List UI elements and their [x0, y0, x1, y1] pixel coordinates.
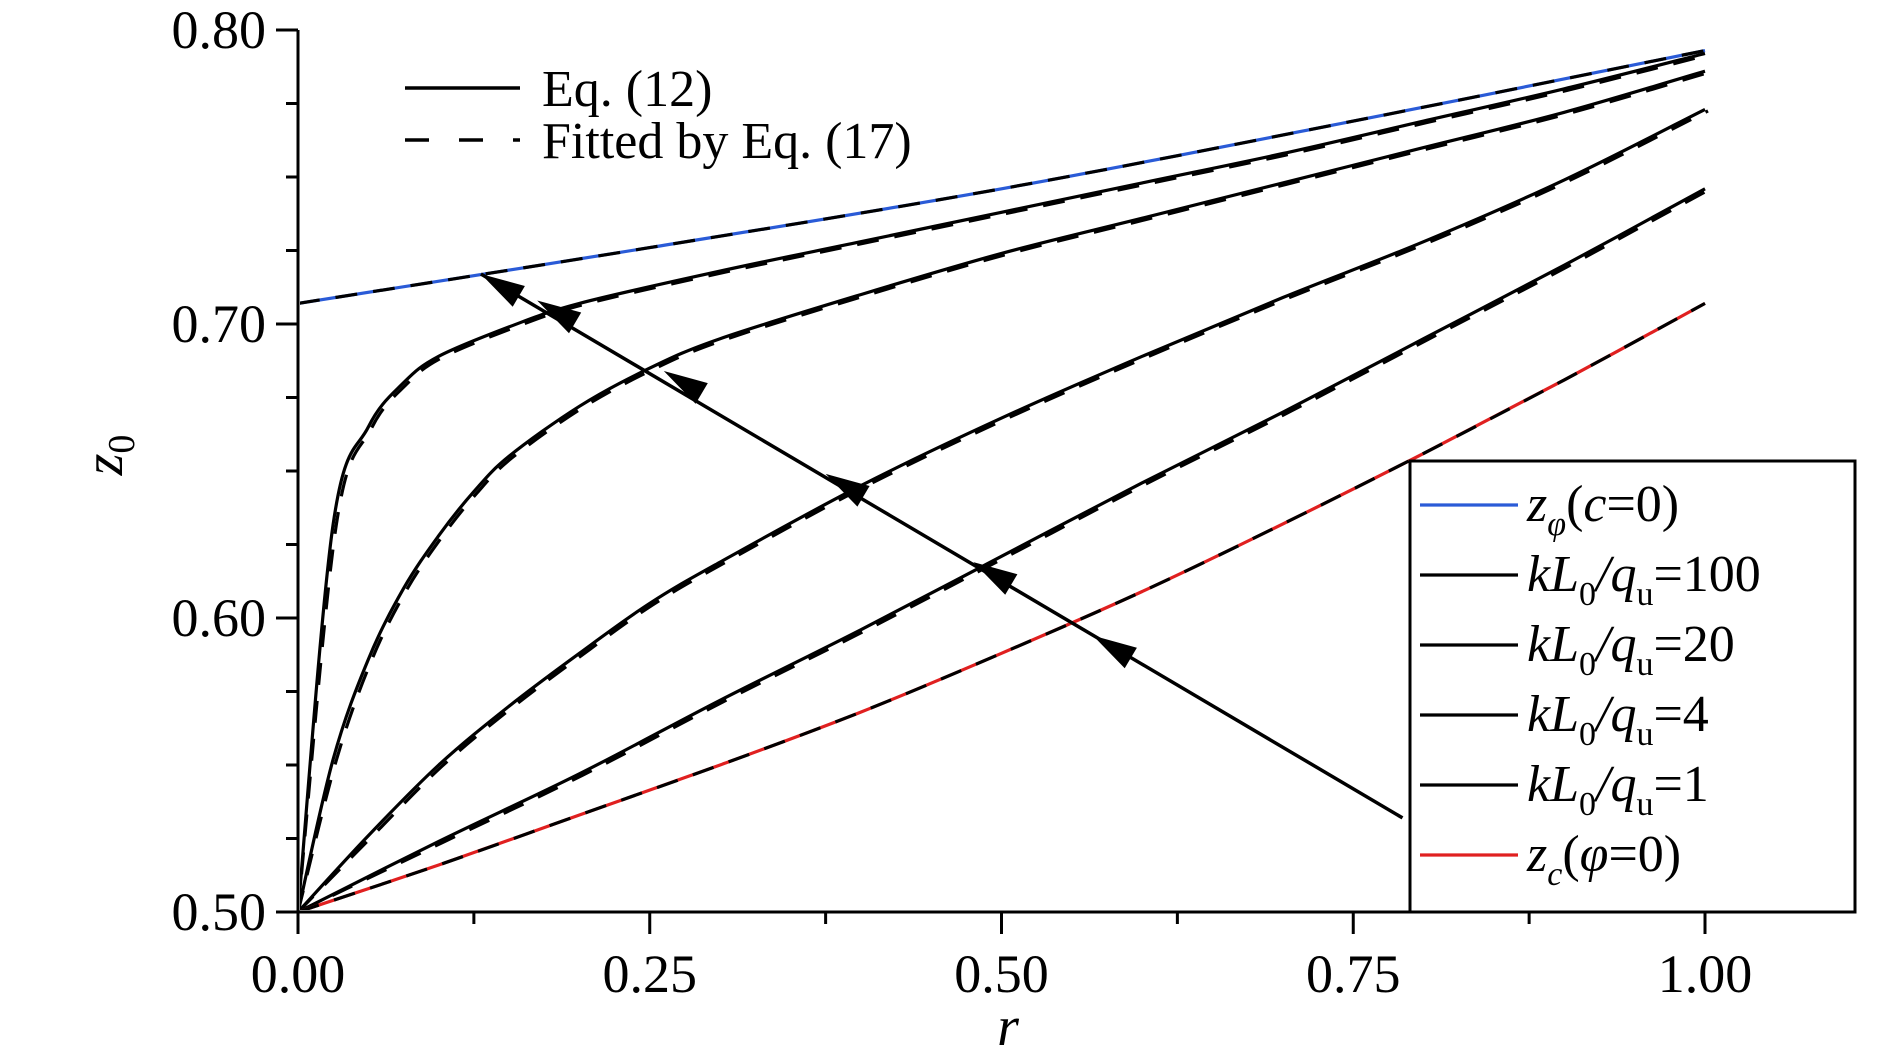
arrow-head	[663, 371, 708, 404]
series-legend-label: kL0/qu=1	[1527, 756, 1709, 823]
y-axis-title: z0	[73, 435, 143, 477]
series-legend-label: zφ(c=0)	[1526, 476, 1679, 543]
x-tick-label: 0.75	[1306, 944, 1401, 1004]
x-tick-label: 0.00	[251, 944, 346, 1004]
curves	[300, 49, 1709, 910]
y-tick-label: 0.60	[172, 588, 267, 648]
arrow-head	[1093, 635, 1137, 669]
y-axis-title-main: z	[73, 453, 135, 476]
svg-text:z0: z0	[73, 435, 143, 477]
series-line-k20	[300, 69, 1706, 910]
arrow-head	[825, 473, 870, 507]
trend-arrow	[480, 272, 1404, 820]
x-tick-label: 0.25	[603, 944, 698, 1004]
x-axis-title: r	[997, 996, 1019, 1056]
series-fit-k1	[300, 188, 1709, 910]
series-legend-box	[1408, 459, 1857, 914]
style-legend: Eq. (12)Fitted by Eq. (17)	[405, 61, 912, 170]
style-legend-label: Fitted by Eq. (17)	[542, 113, 912, 170]
series-legend: zφ(c=0)kL0/qu=100kL0/qu=20kL0/qu=4kL0/qu…	[1408, 459, 1857, 914]
y-tick-label: 0.80	[172, 0, 267, 60]
arrow-head	[973, 562, 1018, 595]
series-fit-z_c	[300, 301, 1706, 910]
series-line-k1	[300, 187, 1706, 910]
arrow-head	[480, 274, 525, 307]
arrow-line	[480, 272, 1404, 820]
series-legend-label: kL0/qu=20	[1527, 616, 1735, 683]
y-tick-label: 0.50	[172, 882, 267, 942]
style-legend-label: Eq. (12)	[542, 61, 712, 118]
arrow-head	[537, 300, 582, 334]
series-fit-k100	[300, 53, 1709, 908]
series-legend-label: kL0/qu=100	[1527, 546, 1761, 613]
y-tick-label: 0.70	[172, 294, 267, 354]
x-tick-label: 0.50	[954, 944, 1049, 1004]
series-fit-k4	[300, 109, 1709, 910]
series-fit-z_phi	[300, 49, 1706, 305]
axes: 0.50 0.60 0.70 0.80 0.00 0.25 0.50 0.75 1.00	[172, 0, 1855, 1004]
series-legend-label: kL0/qu=4	[1527, 686, 1709, 753]
series-fit-k20	[300, 71, 1709, 910]
series-legend-label: zc(φ=0)	[1526, 826, 1681, 893]
x-tick-label: 1.00	[1658, 944, 1753, 1004]
y-axis-title-sub: 0	[101, 435, 143, 454]
series-line-k100	[300, 51, 1706, 908]
